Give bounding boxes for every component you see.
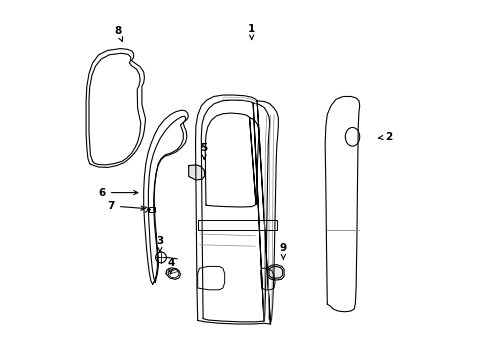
Polygon shape: [188, 165, 204, 180]
Text: 1: 1: [247, 24, 255, 40]
Text: 8: 8: [114, 26, 122, 41]
Text: 2: 2: [378, 132, 391, 142]
Text: 4: 4: [167, 258, 174, 274]
Text: 7: 7: [107, 201, 145, 211]
Text: 5: 5: [200, 143, 207, 159]
Text: 6: 6: [99, 188, 138, 198]
Text: 9: 9: [279, 243, 286, 259]
Text: 3: 3: [156, 236, 163, 252]
Polygon shape: [268, 266, 282, 278]
